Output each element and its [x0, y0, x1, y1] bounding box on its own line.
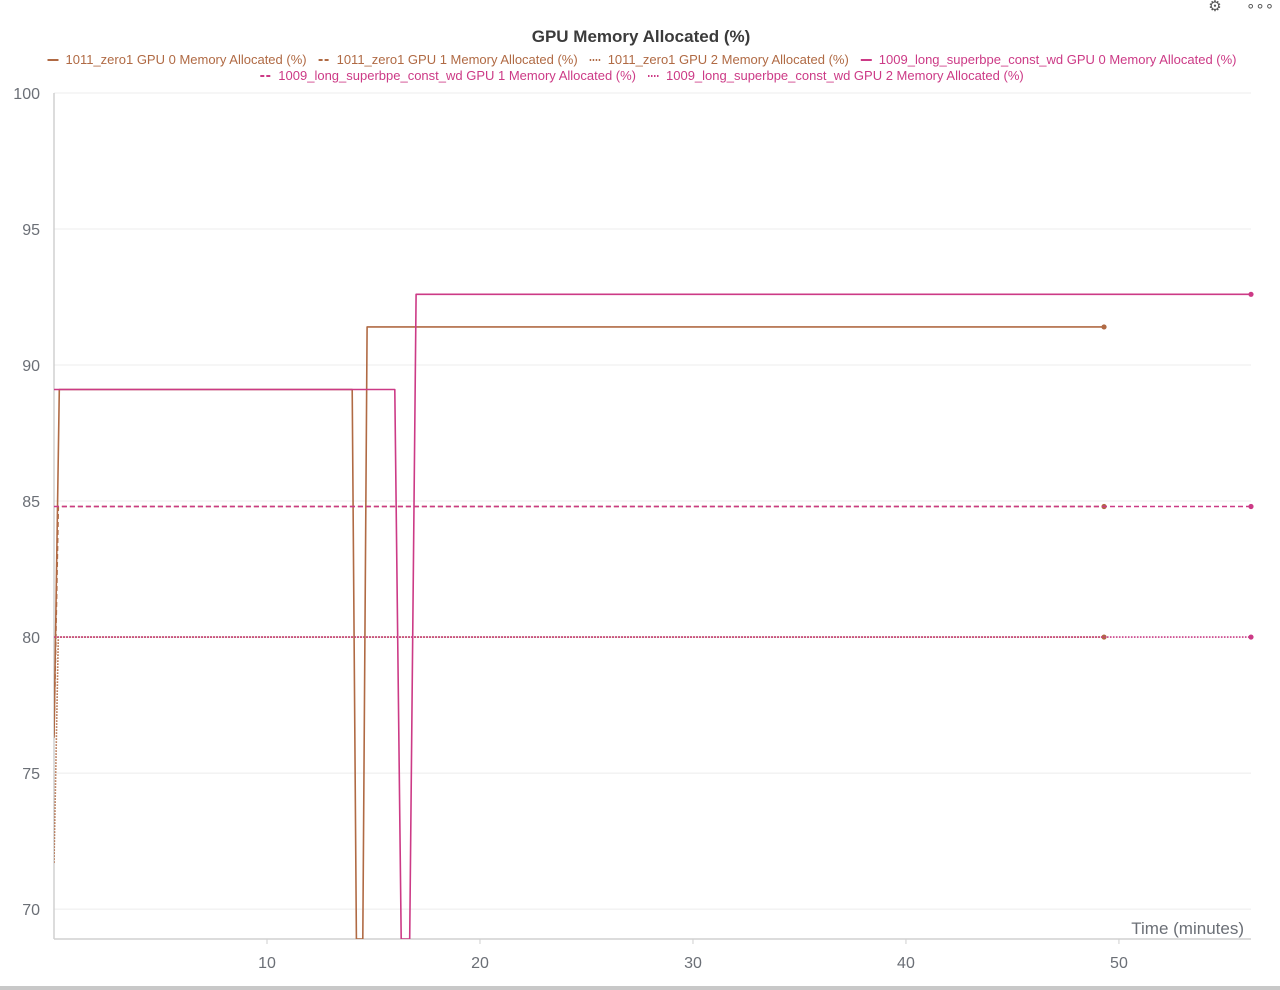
y-tick-label: 85 — [22, 494, 40, 511]
axes — [53, 93, 1251, 940]
series-line-3 — [54, 293, 1251, 939]
legend-item[interactable]: 1009_long_superbpe_const_wd GPU 1 Memory… — [260, 68, 636, 83]
chart-title: GPU Memory Allocated (%) — [532, 27, 751, 46]
legend-item[interactable]: 1011_zero1 GPU 2 Memory Allocated (%) — [589, 52, 849, 67]
y-tick-label: 100 — [13, 86, 40, 103]
legend-label: 1011_zero1 GPU 2 Memory Allocated (%) — [608, 52, 849, 67]
legend-label: 1009_long_superbpe_const_wd GPU 1 Memory… — [278, 68, 636, 83]
bottom-border — [0, 986, 1280, 990]
legend-item[interactable]: 1011_zero1 GPU 0 Memory Allocated (%) — [47, 52, 307, 67]
series-end-point — [1101, 324, 1107, 330]
grid — [54, 92, 1251, 910]
y-tick-label: 80 — [22, 630, 40, 647]
series-layer — [54, 291, 1254, 939]
y-tick-label: 70 — [22, 902, 40, 919]
x-tick-label: 30 — [684, 955, 702, 972]
y-tick-label: 75 — [22, 766, 40, 783]
series-end-point — [1248, 634, 1254, 640]
legend-label: 1009_long_superbpe_const_wd GPU 0 Memory… — [879, 52, 1237, 67]
y-tick-label: 90 — [22, 358, 40, 375]
x-axis-label: Time (minutes) — [1131, 919, 1244, 938]
series-end-point — [1248, 503, 1254, 510]
series-line-2 — [54, 636, 1104, 863]
x-tick-label: 20 — [471, 955, 489, 972]
legend-item[interactable]: 1009_long_superbpe_const_wd GPU 0 Memory… — [860, 52, 1237, 67]
legend-item[interactable]: 1011_zero1 GPU 1 Memory Allocated (%) — [318, 52, 578, 67]
x-tick-label: 50 — [1110, 955, 1128, 972]
series-line-0 — [54, 326, 1104, 939]
legend-label: 1011_zero1 GPU 1 Memory Allocated (%) — [337, 52, 578, 67]
y-tick-label: 95 — [22, 222, 40, 239]
legend-item[interactable]: 1009_long_superbpe_const_wd GPU 2 Memory… — [648, 68, 1024, 83]
legend: 1011_zero1 GPU 0 Memory Allocated (%) 101… — [47, 52, 1237, 83]
x-tick-label: 40 — [897, 955, 915, 972]
y-axis-ticks: 70 75 80 85 90 95 100 — [13, 86, 40, 919]
series-end-point — [1248, 291, 1254, 297]
legend-label: 1009_long_superbpe_const_wd GPU 2 Memory… — [666, 68, 1024, 83]
gear-icon[interactable]: ⚙ — [1208, 0, 1222, 15]
x-axis-ticks: 10 20 30 40 50 — [258, 939, 1128, 972]
x-tick-label: 10 — [258, 955, 276, 972]
legend-label: 1011_zero1 GPU 0 Memory Allocated (%) — [66, 52, 307, 67]
series-line-1 — [54, 505, 1104, 736]
